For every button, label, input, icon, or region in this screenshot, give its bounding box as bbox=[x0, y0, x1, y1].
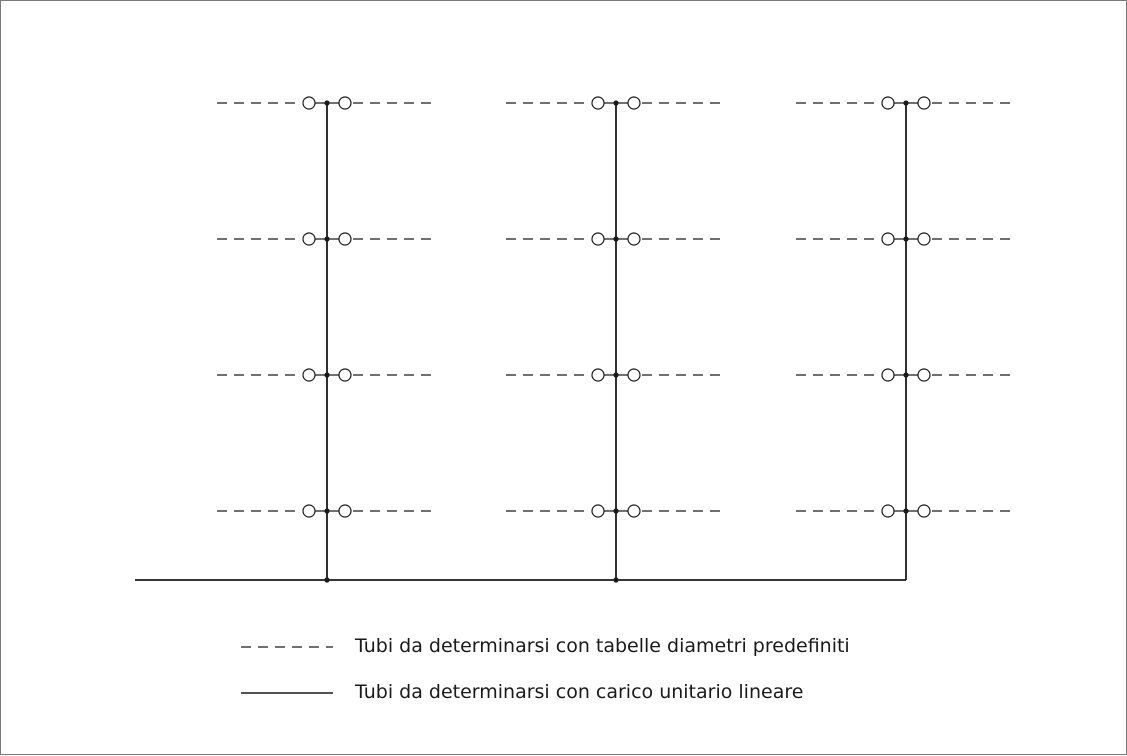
fixture-valve-icon bbox=[917, 504, 931, 518]
fixture-valve-icon bbox=[881, 504, 895, 518]
fixture-valve-icon bbox=[917, 232, 931, 246]
junction-node bbox=[613, 236, 619, 242]
fixture-valve-icon bbox=[627, 504, 641, 518]
fixture-valve-icon bbox=[302, 368, 316, 382]
junction-node bbox=[324, 372, 330, 378]
legend-dashed-label: Tubi da determinarsi con tabelle diametr… bbox=[355, 635, 850, 657]
junction-node bbox=[903, 372, 909, 378]
fixture-valve-icon bbox=[591, 368, 605, 382]
junction-node bbox=[324, 577, 330, 583]
legend-solid-label: Tubi da determinarsi con carico unitario… bbox=[355, 681, 804, 703]
junction-node bbox=[613, 577, 619, 583]
junction-node bbox=[324, 100, 330, 106]
junction-node bbox=[613, 372, 619, 378]
junction-node bbox=[324, 236, 330, 242]
fixture-valve-icon bbox=[302, 504, 316, 518]
fixture-valve-icon bbox=[917, 368, 931, 382]
fixture-valve-icon bbox=[627, 232, 641, 246]
fixture-valve-icon bbox=[917, 96, 931, 110]
fixture-valve-icon bbox=[302, 96, 316, 110]
fixture-valve-icon bbox=[881, 96, 895, 110]
fixture-valve-icon bbox=[591, 504, 605, 518]
fixture-valve-icon bbox=[591, 232, 605, 246]
junction-node bbox=[324, 508, 330, 514]
fixture-valve-icon bbox=[881, 232, 895, 246]
junction-node bbox=[903, 236, 909, 242]
junction-node bbox=[903, 100, 909, 106]
fixture-valve-icon bbox=[338, 96, 352, 110]
junction-node bbox=[613, 100, 619, 106]
fixture-valve-icon bbox=[338, 232, 352, 246]
pipe-network bbox=[135, 96, 1016, 583]
junction-node bbox=[903, 508, 909, 514]
legend bbox=[241, 646, 333, 694]
junction-node bbox=[613, 508, 619, 514]
fixture-valve-icon bbox=[591, 96, 605, 110]
fixture-valve-icon bbox=[881, 368, 895, 382]
fixture-valve-icon bbox=[302, 232, 316, 246]
fixture-valve-icon bbox=[627, 368, 641, 382]
fixture-valve-icon bbox=[338, 368, 352, 382]
fixture-valve-icon bbox=[338, 504, 352, 518]
fixture-valve-icon bbox=[627, 96, 641, 110]
